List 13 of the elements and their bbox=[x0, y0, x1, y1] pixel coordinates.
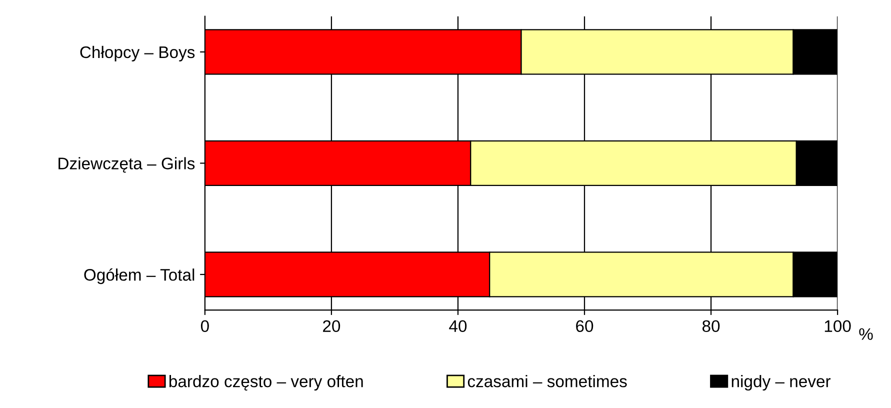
x-axis-title: % bbox=[859, 328, 873, 340]
x-tick-label: 40 bbox=[449, 320, 467, 332]
y-tick-label: Ogółem – Total bbox=[84, 268, 194, 284]
x-tick-label: 100 bbox=[824, 320, 851, 332]
y-tick-label: Chłopcy – Boys bbox=[80, 46, 195, 62]
x-tick-label: 0 bbox=[200, 320, 209, 332]
x-tick-label: 20 bbox=[323, 320, 340, 332]
y-tick-label: Dziewczęta – Girls bbox=[58, 157, 195, 173]
legend-label: nigdy – never bbox=[732, 375, 831, 391]
x-tick-label: 80 bbox=[702, 320, 720, 332]
legend-label: bardzo często – very often bbox=[169, 375, 363, 391]
x-tick-label: 60 bbox=[576, 320, 594, 332]
legend-label: czasami – sometimes bbox=[468, 375, 627, 388]
